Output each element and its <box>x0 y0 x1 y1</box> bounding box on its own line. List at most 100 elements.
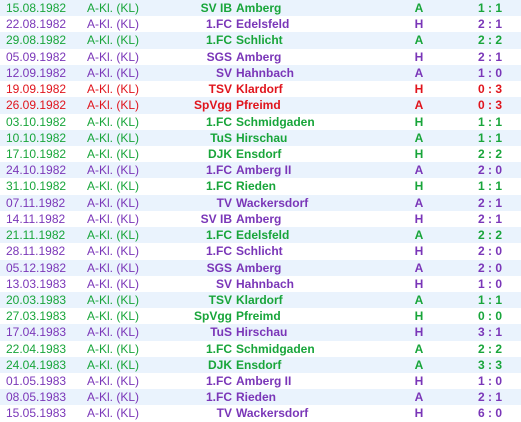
table-row: 21.11.1982 A-Kl. (KL) 1.FC Edelsfeld A 2 : 2 <box>0 227 521 244</box>
table-row: 12.09.1982 A-Kl. (KL) SV Hahnbach A 1 : 0 <box>0 64 521 82</box>
table-row: 22.08.1982 A-Kl. (KL) 1.FC Edelsfeld H 2 : 1 <box>0 16 521 33</box>
match-date: 17.10.1982 <box>6 146 67 161</box>
match-date: 05.09.1982 <box>6 49 67 64</box>
match-score: 1 : 1 <box>478 292 503 307</box>
opponent-club-prefix: SpVgg <box>194 98 232 113</box>
match-score: 1 : 0 <box>478 276 503 291</box>
match-league: A-Kl. (KL) <box>87 228 140 243</box>
table-row: 17.04.1983 A-Kl. (KL) TuS Hirschau H 3 : 1 <box>0 324 521 341</box>
match-score: 2 : 1 <box>478 195 503 210</box>
match-score: 3 : 1 <box>478 325 503 340</box>
match-league: A-Kl. (KL) <box>87 374 140 389</box>
match-league: A-Kl. (KL) <box>87 211 140 226</box>
opponent-team-name: Amberg II <box>236 374 292 389</box>
opponent-club-prefix: 1.FC <box>205 17 232 32</box>
match-venue: H <box>414 211 424 226</box>
match-venue: A <box>414 195 424 210</box>
opponent-club-prefix: SV IB <box>200 211 232 226</box>
table-row: 17.10.1982 A-Kl. (KL) DJK Ensdorf H 2 : 2 <box>0 145 521 163</box>
table-row: 26.09.1982 A-Kl. (KL) SpVgg Pfreimd A 0 : 3 <box>0 97 521 114</box>
match-date: 12.09.1982 <box>6 65 67 80</box>
match-league: A-Kl. (KL) <box>87 179 140 194</box>
opponent-club-prefix: TSV <box>208 292 232 307</box>
match-score: 0 : 3 <box>478 98 503 113</box>
match-score: 0 : 3 <box>478 82 503 97</box>
opponent-club-prefix: 1.FC <box>205 390 232 405</box>
opponent-club-prefix: SV <box>215 276 232 291</box>
match-league: A-Kl. (KL) <box>87 195 140 210</box>
match-league: A-Kl. (KL) <box>87 244 140 259</box>
match-score: 2 : 2 <box>478 146 503 161</box>
table-row: 15.08.1982 A-Kl. (KL) SV IB Amberg A 1 : 1 <box>0 0 521 17</box>
match-score: 2 : 0 <box>478 244 503 259</box>
match-date: 28.11.1982 <box>6 244 66 259</box>
match-date: 03.10.1982 <box>6 114 67 129</box>
match-date: 15.05.1983 <box>6 406 67 421</box>
match-date: 17.04.1983 <box>6 325 67 340</box>
opponent-team-name: Wackersdorf <box>236 195 309 210</box>
table-row: 29.08.1982 A-Kl. (KL) 1.FC Schlicht A 2 : 2 <box>0 32 521 49</box>
match-venue: H <box>414 309 424 324</box>
opponent-team-name: Edelsfeld <box>236 17 290 32</box>
match-score: 2 : 2 <box>478 228 503 243</box>
match-venue: H <box>414 114 424 129</box>
match-score: 2 : 0 <box>478 163 503 178</box>
match-date: 29.08.1982 <box>6 33 67 48</box>
match-date: 26.09.1982 <box>6 98 67 113</box>
match-date: 22.04.1983 <box>6 341 67 356</box>
match-venue: A <box>414 130 424 145</box>
match-score: 1 : 0 <box>478 65 503 80</box>
opponent-team-name: Rieden <box>236 179 277 194</box>
table-row: 22.04.1983 A-Kl. (KL) 1.FC Schmidgaden A 2 : … <box>0 340 521 357</box>
match-league: A-Kl. (KL) <box>87 341 140 356</box>
opponent-team-name: Hahnbach <box>236 276 295 291</box>
match-league: A-Kl. (KL) <box>87 163 140 178</box>
match-date: 14.11.1982 <box>6 211 66 226</box>
table-row: 27.03.1983 A-Kl. (KL) SpVgg Pfreimd H 0 : 0 <box>0 308 521 325</box>
table-row: 24.04.1983 A-Kl. (KL) DJK Ensdorf A 3 : 3 <box>0 356 521 374</box>
opponent-club-prefix: DJK <box>207 357 232 372</box>
match-date: 15.08.1982 <box>6 1 67 15</box>
opponent-team-name: Amberg II <box>236 163 292 178</box>
match-score: 2 : 1 <box>478 49 503 64</box>
table-row: 07.11.1982 A-Kl. (KL) TV Wackersdorf A 2 : 1 <box>0 194 521 211</box>
match-venue: H <box>414 49 424 64</box>
match-league: A-Kl. (KL) <box>87 390 140 405</box>
opponent-team-name: Pfreimd <box>236 309 281 324</box>
match-venue: A <box>414 33 424 48</box>
table-row: 19.09.1982 A-Kl. (KL) TSV Klardorf H 0 : 3 <box>0 81 521 98</box>
match-date: 24.10.1982 <box>6 163 67 178</box>
match-venue: A <box>414 357 424 372</box>
table-row: 13.03.1983 A-Kl. (KL) SV Hahnbach H 1 : 0 <box>0 275 521 292</box>
match-score: 1 : 1 <box>478 179 503 194</box>
table-row: 01.05.1983 A-Kl. (KL) 1.FC Amberg II H 1 : 0 <box>0 373 521 390</box>
match-venue: H <box>414 374 424 389</box>
opponent-team-name: Wackersdorf <box>236 406 309 421</box>
match-score: 2 : 0 <box>478 260 503 275</box>
opponent-club-prefix: TuS <box>210 130 232 145</box>
opponent-team-name: Amberg <box>236 211 282 226</box>
match-venue: A <box>414 98 424 113</box>
match-date: 07.11.1982 <box>6 195 66 210</box>
opponent-club-prefix: TV <box>216 406 232 421</box>
match-league: A-Kl. (KL) <box>87 309 140 324</box>
opponent-team-name: Pfreimd <box>236 98 281 113</box>
match-venue: H <box>414 146 424 161</box>
opponent-team-name: Schmidgaden <box>236 341 315 356</box>
opponent-club-prefix: 1.FC <box>205 341 232 356</box>
match-score: 1 : 0 <box>478 374 503 389</box>
match-venue: H <box>414 17 424 32</box>
match-date: 31.10.1982 <box>6 179 67 194</box>
match-league: A-Kl. (KL) <box>87 98 140 113</box>
opponent-club-prefix: 1.FC <box>205 179 232 194</box>
match-league: A-Kl. (KL) <box>87 17 140 32</box>
opponent-team-name: Hirschau <box>236 130 288 145</box>
match-score: 2 : 1 <box>478 390 503 405</box>
match-venue: H <box>414 244 424 259</box>
opponent-club-prefix: SpVgg <box>194 309 232 324</box>
match-venue: A <box>414 228 424 243</box>
match-score: 2 : 2 <box>478 341 503 356</box>
table-row: 03.10.1982 A-Kl. (KL) 1.FC Schmidgaden H 1 : … <box>0 113 521 130</box>
table-row: 05.12.1982 A-Kl. (KL) SGS Amberg A 2 : 0 <box>0 259 521 276</box>
